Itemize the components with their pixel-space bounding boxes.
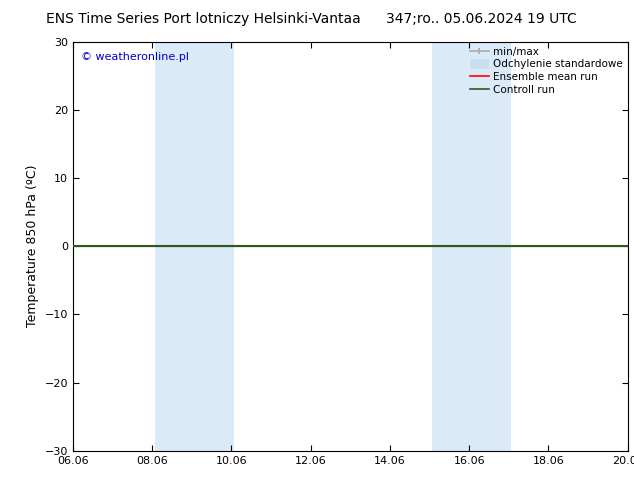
Y-axis label: Temperature 850 hPa (ºC): Temperature 850 hPa (ºC) — [26, 165, 39, 327]
Text: © weatheronline.pl: © weatheronline.pl — [81, 52, 189, 62]
Text: ENS Time Series Port lotniczy Helsinki-Vantaa: ENS Time Series Port lotniczy Helsinki-V… — [46, 12, 360, 26]
Text: 347;ro.. 05.06.2024 19 UTC: 347;ro.. 05.06.2024 19 UTC — [387, 12, 577, 26]
Bar — [155, 42, 234, 451]
Bar — [432, 42, 511, 451]
Legend: min/max, Odchylenie standardowe, Ensemble mean run, Controll run: min/max, Odchylenie standardowe, Ensembl… — [467, 44, 626, 98]
